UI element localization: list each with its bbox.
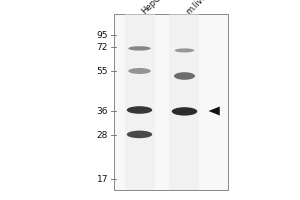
Text: 95: 95: [97, 30, 108, 40]
Text: 55: 55: [97, 66, 108, 75]
Text: 28: 28: [97, 130, 108, 140]
Text: 17: 17: [97, 174, 108, 184]
Text: 72: 72: [97, 43, 108, 51]
Text: HepG2: HepG2: [140, 0, 166, 16]
Text: 36: 36: [97, 106, 108, 116]
Text: m.liver: m.liver: [184, 0, 212, 16]
